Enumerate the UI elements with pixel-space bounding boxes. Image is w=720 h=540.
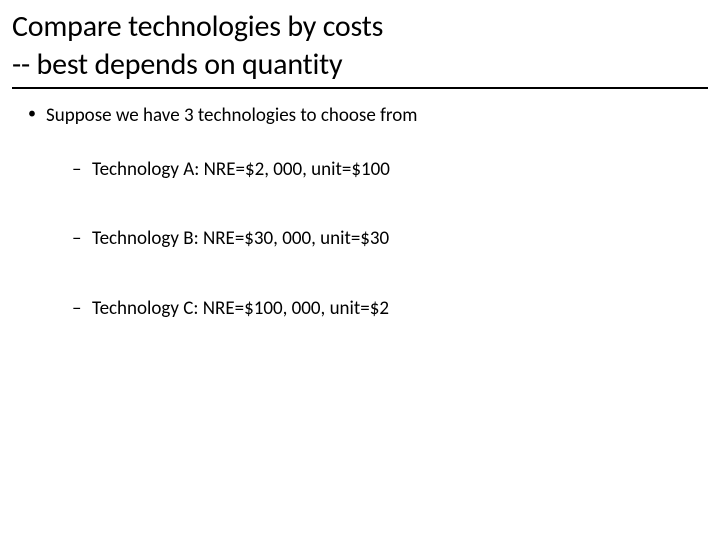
tech-a-text: Technology A: NRE=$2, 000, unit=$100 xyxy=(92,158,390,181)
bullet-list: Suppose we have 3 technologies to choose… xyxy=(12,103,708,322)
list-item: Technology B: NRE=$30, 000, unit=$30 xyxy=(72,226,708,252)
tech-c-text: Technology C: NRE=$100, 000, unit=$2 xyxy=(92,297,389,320)
list-item: Technology C: NRE=$100, 000, unit=$2 xyxy=(72,296,708,322)
slide-title: Compare technologies by costs -- best de… xyxy=(12,8,708,83)
tech-b-text: Technology B: NRE=$30, 000, unit=$30 xyxy=(92,227,389,250)
list-item: Technology A: NRE=$2, 000, unit=$100 xyxy=(72,157,708,183)
slide-container: Compare technologies by costs -- best de… xyxy=(0,0,720,378)
sub-bullet-list: Technology A: NRE=$2, 000, unit=$100 Tec… xyxy=(46,157,708,322)
bullet-main: Suppose we have 3 technologies to choose… xyxy=(28,103,708,322)
title-line-1: Compare technologies by costs xyxy=(12,8,708,46)
bullet-main-text: Suppose we have 3 technologies to choose… xyxy=(46,104,417,127)
title-line-2: -- best depends on quantity xyxy=(12,46,708,84)
title-divider xyxy=(12,87,708,89)
